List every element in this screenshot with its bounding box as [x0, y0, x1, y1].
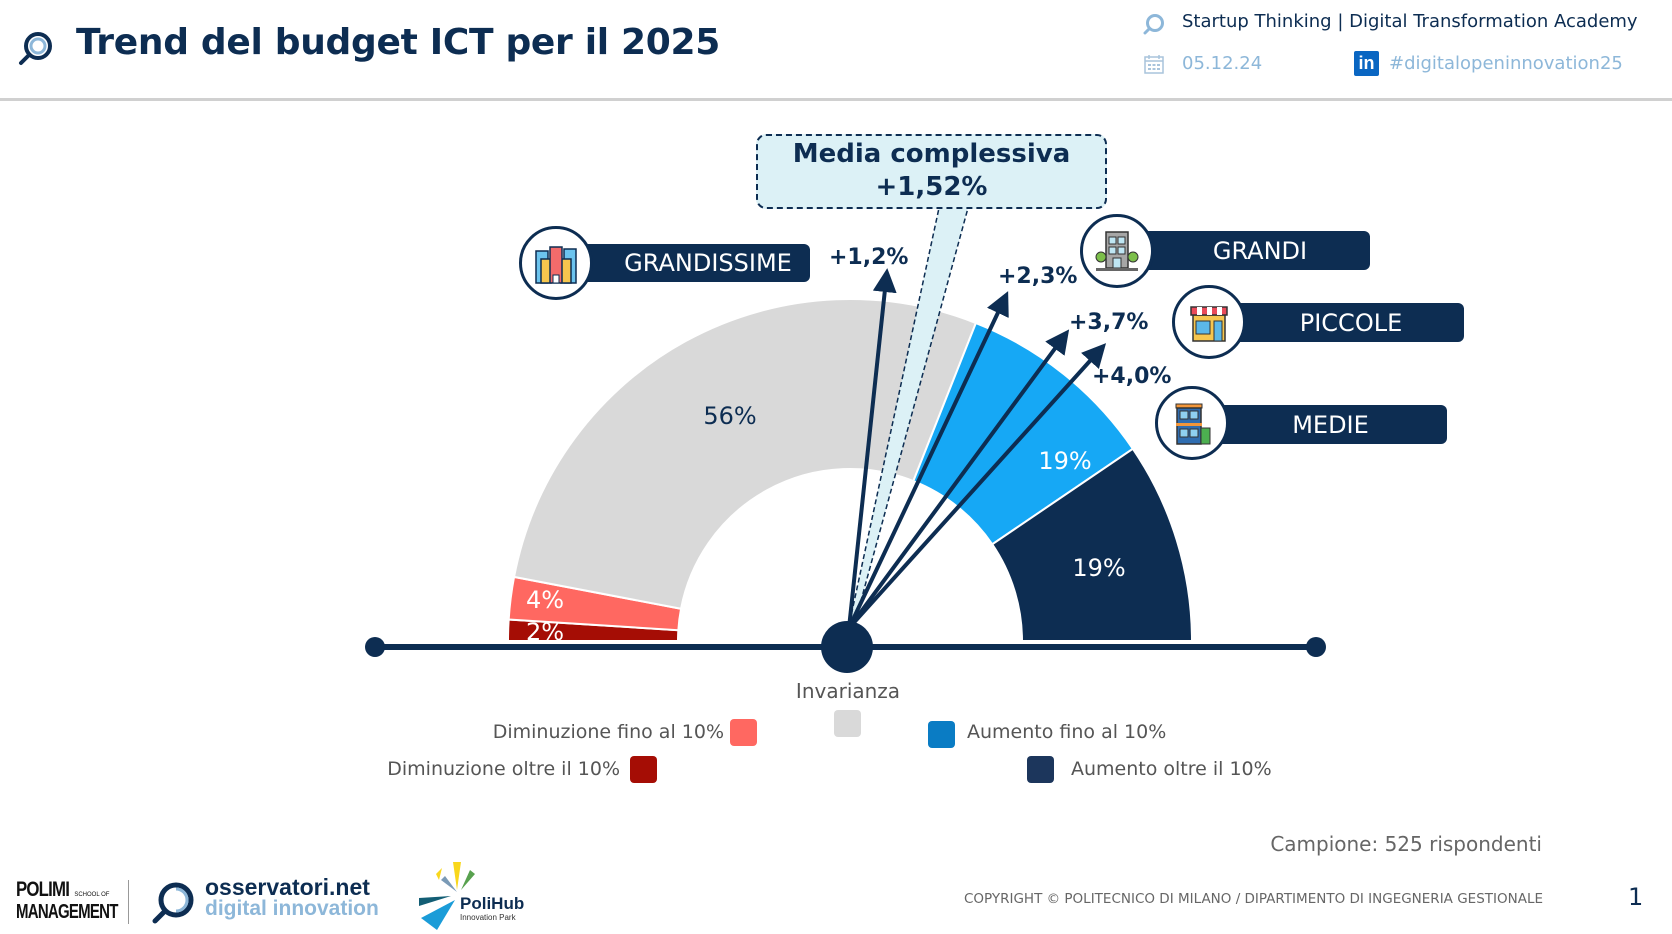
needle-medie	[847, 343, 1107, 630]
copyright-text: COPYRIGHT © POLITECNICO DI MILANO / DIPA…	[963, 891, 1543, 907]
polimi-logo-text: POLIMI	[16, 878, 70, 901]
axis-hub	[821, 621, 873, 673]
gauge-slice-4	[990, 447, 1194, 642]
sample-size: Campione: 525 rispondenti	[1270, 832, 1542, 856]
office-building-icon	[1095, 231, 1139, 271]
needle-label-grandi: +2,3%	[998, 264, 1078, 289]
osservatori-logo-icon	[150, 880, 196, 926]
legend-label-aumento-fino: Aumento fino al 10%	[967, 721, 1167, 743]
category-label-medie: MEDIE	[1292, 410, 1369, 439]
gauge-needles	[847, 268, 1107, 630]
category-bar-piccole: PICCOLE	[1226, 303, 1464, 342]
program-name: Startup Thinking | Digital Transformatio…	[1182, 11, 1638, 32]
legend-swatch-invarianza	[834, 710, 861, 737]
legend-swatch-diminuzione-fino	[730, 719, 757, 746]
slice-label-19b: 19%	[1072, 554, 1126, 582]
category-badge-grandissime	[519, 226, 593, 300]
logo-divider	[128, 880, 129, 924]
shop-icon	[1190, 306, 1228, 342]
needle-grandissime	[847, 268, 897, 629]
polihub-name: PoliHub	[460, 894, 525, 913]
page-title: Trend del budget ICT per il 2025	[76, 22, 721, 63]
category-bar-medie: MEDIE	[1210, 405, 1447, 444]
osservatori-logo-text: osservatori.net digital innovation	[205, 876, 379, 920]
needle-piccole	[847, 329, 1070, 630]
needle-label-medie: +4,0%	[1092, 364, 1172, 389]
legend-swatch-diminuzione-oltre	[630, 756, 657, 783]
legend-label-diminuzione-fino: Diminuzione fino al 10%	[492, 721, 724, 743]
program-logo-icon	[1143, 13, 1165, 35]
polimi-logo: POLIMI SCHOOL OF MANAGEMENT	[16, 878, 118, 928]
needle-label-piccole: +3,7%	[1069, 310, 1149, 335]
slice-label-2: 2%	[525, 618, 565, 646]
osservatori-tagline: digital innovation	[205, 897, 379, 920]
category-label-piccole: PICCOLE	[1299, 308, 1403, 337]
category-badge-piccole	[1172, 285, 1246, 359]
needle-label-grandissime: +1,2%	[829, 245, 909, 270]
slice-label-19a: 19%	[1038, 447, 1092, 475]
hashtag-link[interactable]: #digitalopeninnovation25	[1389, 53, 1623, 74]
skyscrapers-icon	[535, 246, 577, 284]
polimi-management-text: MANAGEMENT	[16, 901, 118, 923]
legend-swatch-aumento-fino	[928, 721, 955, 748]
invarianza-label: Invarianza	[795, 679, 901, 703]
slice-label-4: 4%	[525, 586, 565, 614]
category-badge-grandi	[1080, 214, 1154, 288]
legend-label-aumento-oltre: Aumento oltre il 10%	[1071, 758, 1272, 780]
linkedin-icon[interactable]: in	[1354, 51, 1379, 76]
polihub-logo-icon	[415, 860, 485, 930]
callout-title: Media complessiva	[792, 139, 1071, 169]
title-logo-icon	[18, 30, 54, 66]
polihub-subtitle: Innovation Park	[460, 913, 516, 922]
category-bar-grandissime: GRANDISSIME	[576, 244, 810, 282]
medium-building-icon	[1175, 403, 1211, 445]
polimi-school-text: SCHOOL OF	[74, 892, 110, 898]
osservatori-name: osservatori.net	[205, 874, 370, 900]
axis-right-end	[1306, 637, 1326, 657]
category-bar-grandi: GRANDI	[1130, 231, 1370, 270]
polihub-logo-text: PoliHub Innovation Park	[460, 895, 524, 923]
calendar-icon	[1143, 53, 1165, 75]
axis-left-end	[365, 637, 385, 657]
callout-value: +1,52%	[875, 172, 988, 202]
category-label-grandissime: GRANDISSIME	[624, 249, 792, 277]
event-date: 05.12.24	[1182, 53, 1263, 74]
legend-label-diminuzione-oltre: Diminuzione oltre il 10%	[387, 758, 620, 780]
category-label-grandi: GRANDI	[1212, 236, 1308, 265]
slice-label-56: 56%	[703, 402, 757, 430]
header-divider	[0, 98, 1672, 101]
page-number: 1	[1628, 883, 1644, 911]
legend-swatch-aumento-oltre	[1027, 756, 1054, 783]
media-complessiva-callout: Media complessiva +1,52%	[756, 134, 1107, 209]
needle-grandi	[847, 291, 1009, 629]
category-badge-medie	[1155, 386, 1229, 460]
